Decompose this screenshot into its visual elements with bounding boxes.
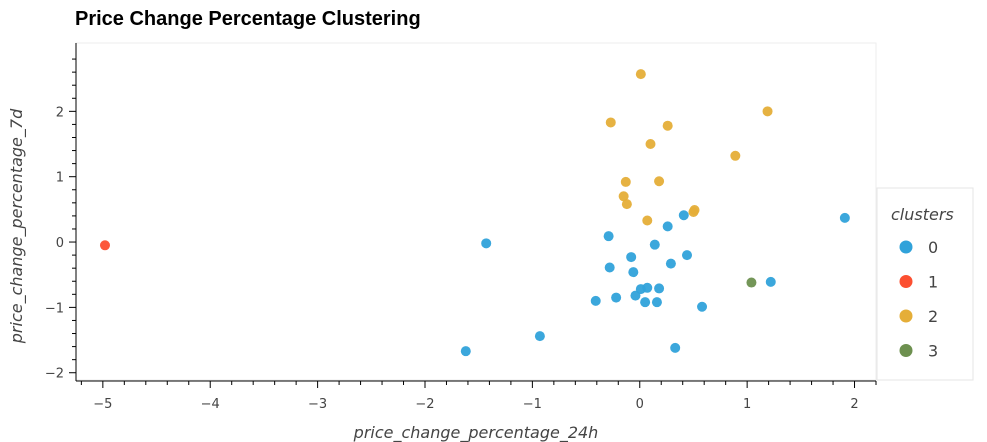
x-tick-label: −4 [201, 397, 220, 412]
data-point-cluster-0 [651, 297, 662, 308]
scatter-points [99, 69, 850, 357]
data-point-cluster-2 [635, 69, 646, 80]
data-point-cluster-2 [654, 176, 665, 187]
legend-box [876, 187, 974, 381]
legend-swatch-3 [899, 344, 913, 357]
x-axis-label: price_change_percentage_24h [353, 423, 599, 442]
data-point-cluster-2 [620, 176, 631, 187]
data-point-cluster-2 [762, 106, 773, 117]
data-point-cluster-0 [670, 342, 681, 353]
data-point-cluster-0 [460, 346, 471, 357]
data-point-cluster-0 [697, 301, 708, 312]
legend: clusters 0 1 2 3 [876, 187, 974, 381]
y-tick-label: 0 [56, 236, 64, 251]
data-point-cluster-0 [682, 250, 693, 261]
x-tick-label: 0 [636, 397, 644, 412]
data-point-cluster-0 [839, 212, 850, 223]
x-axis-ticks: −5 −4 −3 −2 −1 0 1 2 [80, 381, 877, 412]
legend-swatch-0 [899, 240, 913, 254]
data-point-cluster-0 [662, 221, 673, 232]
legend-label-2: 2 [928, 307, 938, 326]
x-tick-label: 1 [743, 397, 751, 412]
data-point-cluster-2 [662, 120, 673, 131]
data-point-cluster-0 [534, 331, 545, 342]
legend-label-0: 0 [928, 238, 938, 257]
data-point-cluster-0 [611, 292, 622, 303]
x-tick-label: −5 [93, 397, 112, 412]
data-point-cluster-0 [765, 276, 776, 287]
data-point-cluster-3 [746, 277, 757, 288]
y-tick-label: 1 [56, 171, 64, 186]
data-point-cluster-0 [626, 252, 637, 263]
data-point-cluster-0 [481, 238, 492, 249]
data-point-cluster-2 [642, 215, 653, 226]
legend-label-3: 3 [928, 342, 938, 361]
data-point-cluster-0 [604, 262, 615, 273]
data-point-cluster-0 [654, 283, 665, 294]
x-tick-label: 2 [850, 397, 858, 412]
y-tick-label: 2 [56, 105, 64, 120]
data-point-cluster-0 [642, 282, 653, 293]
data-point-cluster-2 [618, 191, 629, 202]
legend-swatch-1 [899, 275, 913, 288]
legend-swatch-2 [899, 309, 913, 323]
data-point-cluster-2 [621, 199, 632, 210]
data-point-cluster-2 [730, 150, 741, 161]
legend-label-1: 1 [928, 273, 938, 292]
data-point-cluster-2 [605, 117, 616, 128]
y-tick-label: −1 [45, 301, 64, 316]
data-point-cluster-2 [689, 205, 700, 216]
data-point-cluster-0 [603, 231, 614, 242]
data-point-cluster-2 [645, 139, 656, 150]
x-tick-label: −1 [523, 397, 542, 412]
data-point-cluster-0 [678, 210, 689, 221]
chart-title: Price Change Percentage Clustering [75, 8, 421, 30]
plot-area [75, 42, 877, 381]
data-point-cluster-0 [590, 295, 601, 306]
x-tick-label: −2 [415, 397, 434, 412]
y-tick-label: −2 [45, 367, 64, 382]
data-point-cluster-0 [649, 239, 660, 250]
data-point-cluster-0 [628, 267, 639, 278]
data-point-cluster-1 [99, 240, 110, 251]
y-axis-label: price_change_percentage_7d [7, 108, 27, 344]
data-point-cluster-0 [640, 297, 651, 308]
x-tick-label: −3 [308, 397, 327, 412]
legend-title: clusters [891, 205, 954, 224]
y-axis-ticks: −2 −1 0 1 2 [45, 58, 76, 382]
data-point-cluster-0 [665, 258, 676, 269]
